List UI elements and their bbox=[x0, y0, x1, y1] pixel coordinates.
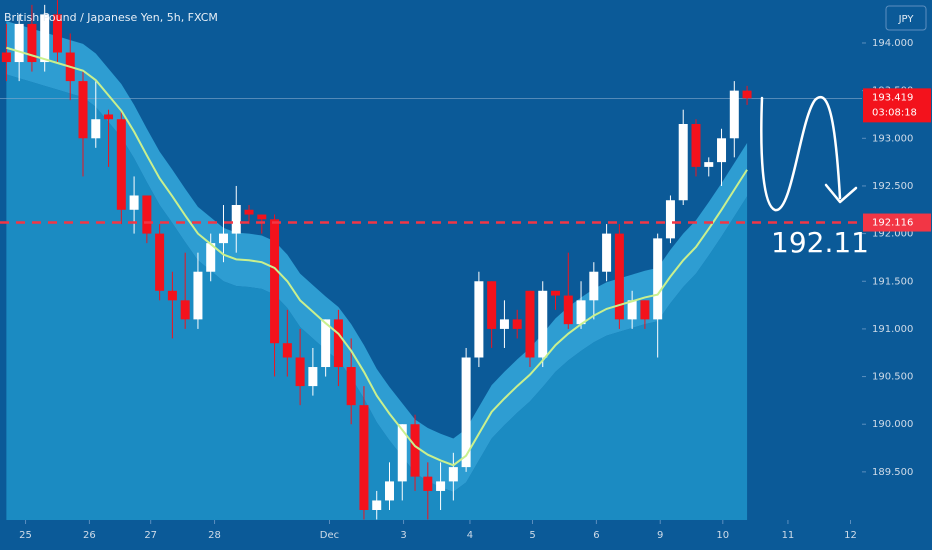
candle-body bbox=[474, 281, 484, 358]
candle-body bbox=[129, 195, 139, 210]
y-tick-label: 192.500 bbox=[872, 181, 913, 192]
y-tick-label: 190.500 bbox=[872, 372, 913, 383]
candle-body bbox=[717, 138, 727, 163]
x-tick-label: 3 bbox=[400, 530, 406, 541]
x-tick-label: 9 bbox=[657, 530, 663, 541]
candle-body bbox=[40, 14, 50, 63]
countdown-label: 03:08:18 bbox=[872, 107, 917, 118]
candle-body bbox=[551, 290, 561, 296]
price-label-box bbox=[863, 88, 931, 123]
candle-body bbox=[104, 114, 114, 120]
candle-body bbox=[538, 290, 548, 358]
x-tick-label: 10 bbox=[716, 530, 729, 541]
candle-body bbox=[321, 319, 331, 368]
candle-body bbox=[499, 319, 509, 329]
x-tick-label: Dec bbox=[320, 530, 339, 541]
candle-body bbox=[193, 271, 203, 320]
chart-title: British Pound / Japanese Yen, 5h, FXCM bbox=[4, 11, 218, 24]
candle-body bbox=[653, 238, 663, 320]
candle-body bbox=[333, 319, 343, 368]
candle-body bbox=[295, 357, 305, 387]
x-tick-label: 5 bbox=[529, 530, 535, 541]
candle-body bbox=[627, 300, 637, 320]
x-tick-label: 4 bbox=[467, 530, 473, 541]
level-label: 192.116 bbox=[872, 218, 913, 229]
candle-body bbox=[640, 300, 650, 320]
y-tick-label: 191.500 bbox=[872, 276, 913, 287]
y-tick-label: 192.000 bbox=[872, 229, 913, 240]
candle-body bbox=[704, 162, 714, 167]
candle-body bbox=[206, 243, 216, 272]
x-tick-label: 12 bbox=[844, 530, 857, 541]
candle-body bbox=[257, 214, 267, 220]
candle-body bbox=[282, 343, 292, 358]
x-tick-label: 6 bbox=[593, 530, 599, 541]
candle-body bbox=[218, 233, 228, 244]
candle-body bbox=[691, 123, 701, 167]
candle-body bbox=[91, 119, 101, 139]
price-label: 193.419 bbox=[872, 92, 913, 103]
level-label-box bbox=[863, 213, 931, 232]
candle-body bbox=[525, 290, 535, 358]
candle-body bbox=[397, 424, 407, 482]
candle-body bbox=[563, 295, 573, 325]
candle-body bbox=[155, 233, 165, 291]
y-tick-label: 191.000 bbox=[872, 324, 913, 335]
x-tick-label: 27 bbox=[144, 530, 157, 541]
candle-body bbox=[678, 123, 688, 201]
candle-body bbox=[78, 81, 88, 139]
candle-body bbox=[410, 424, 420, 477]
x-tick-label: 26 bbox=[83, 530, 96, 541]
x-tick-label: 28 bbox=[208, 530, 221, 541]
candle-body bbox=[1, 52, 11, 63]
annotation: 192.11 bbox=[771, 226, 869, 259]
candle-body bbox=[614, 233, 624, 320]
arrow-head bbox=[824, 183, 858, 204]
candle-body bbox=[116, 119, 126, 210]
lower-fill bbox=[6, 74, 748, 520]
candle-body bbox=[231, 205, 241, 234]
candle-body bbox=[372, 500, 382, 510]
candle-body bbox=[589, 271, 599, 301]
candle-body bbox=[423, 476, 433, 491]
candle-body bbox=[346, 367, 356, 406]
y-tick-label: 190.000 bbox=[872, 419, 913, 430]
hand-drawn-arrow bbox=[760, 96, 842, 212]
band-fill bbox=[6, 21, 748, 492]
currency-button[interactable] bbox=[885, 5, 927, 31]
candle-body bbox=[52, 14, 62, 53]
plot-area bbox=[0, 0, 862, 520]
candle-body bbox=[244, 209, 254, 215]
candle-body bbox=[436, 481, 446, 491]
candle-body bbox=[359, 405, 369, 510]
candle-body bbox=[448, 467, 458, 482]
candle-body bbox=[14, 23, 24, 63]
candle-body bbox=[665, 200, 675, 239]
candle-body bbox=[602, 233, 612, 272]
candle-body bbox=[167, 290, 177, 301]
candle-body bbox=[384, 481, 394, 501]
x-tick-label: 11 bbox=[782, 530, 795, 541]
candle-body bbox=[729, 90, 739, 139]
candle-body bbox=[180, 300, 190, 320]
candle-body bbox=[308, 367, 318, 387]
currency-button-label[interactable]: JPY bbox=[898, 14, 915, 25]
candle-body bbox=[742, 90, 752, 99]
ma-line bbox=[6, 46, 748, 467]
candle-body bbox=[576, 300, 586, 325]
x-tick-label: 25 bbox=[19, 530, 32, 541]
y-tick-label: 194.000 bbox=[872, 38, 913, 49]
candle-body bbox=[27, 23, 37, 63]
candle-body bbox=[512, 319, 522, 329]
y-tick-label: 189.500 bbox=[872, 467, 913, 478]
candle-body bbox=[142, 195, 152, 234]
candle-body bbox=[487, 281, 497, 329]
candle-body bbox=[461, 357, 471, 468]
y-tick-label: 193.000 bbox=[872, 133, 913, 144]
candle-body bbox=[270, 219, 280, 344]
